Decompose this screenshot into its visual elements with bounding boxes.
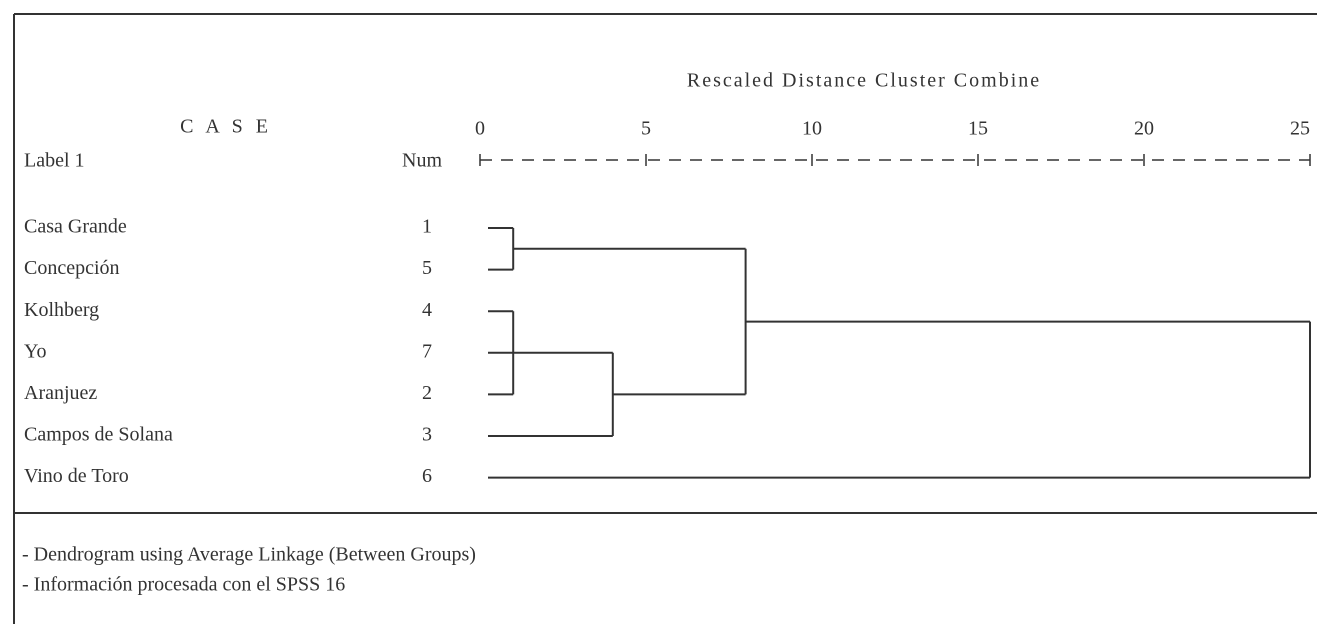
- case-num: 1: [422, 216, 432, 238]
- case-label: Aranjuez: [24, 382, 97, 404]
- case-label: Kolhberg: [24, 299, 99, 321]
- note: - Información procesada con el SPSS 16: [22, 574, 345, 596]
- case-label: Vino de Toro: [24, 465, 129, 487]
- x-tick-label: 10: [802, 118, 822, 140]
- case-num: 5: [422, 257, 432, 279]
- case-label: Casa Grande: [24, 216, 127, 238]
- case-header: C A S E: [180, 116, 272, 138]
- x-tick-label: 0: [475, 118, 485, 140]
- x-tick-label: 5: [641, 118, 651, 140]
- x-tick-label: 20: [1134, 118, 1154, 140]
- label-header: Label 1: [24, 150, 85, 172]
- case-num: 6: [422, 465, 432, 487]
- case-num: 2: [422, 382, 432, 404]
- case-label: Campos de Solana: [24, 424, 173, 446]
- case-num: 3: [422, 424, 432, 446]
- note: - Dendrogram using Average Linkage (Betw…: [22, 544, 476, 566]
- num-header: Num: [402, 150, 442, 172]
- chart-title: Rescaled Distance Cluster Combine: [687, 70, 1041, 92]
- case-label: Yo: [24, 340, 46, 362]
- x-tick-label: 25: [1290, 118, 1310, 140]
- case-num: 4: [422, 299, 432, 321]
- x-tick-label: 15: [968, 118, 988, 140]
- case-label: Concepción: [24, 257, 120, 279]
- case-num: 7: [422, 340, 432, 362]
